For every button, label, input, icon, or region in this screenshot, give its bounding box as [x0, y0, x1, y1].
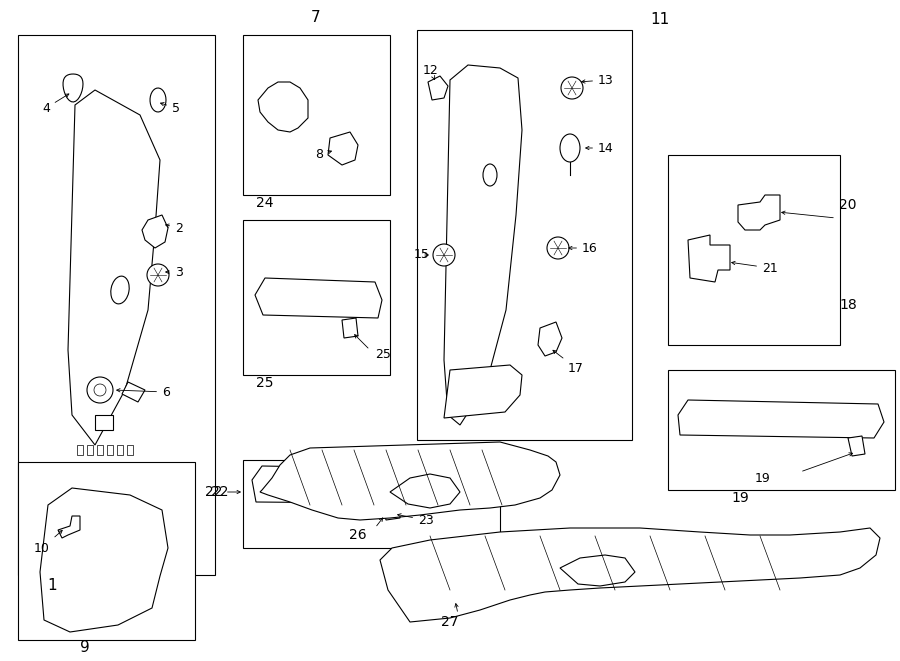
Text: 17: 17: [553, 350, 584, 375]
Polygon shape: [444, 365, 522, 418]
Text: 12: 12: [422, 63, 438, 79]
Text: 11: 11: [651, 13, 670, 28]
Bar: [668, 155, 840, 345]
Polygon shape: [255, 278, 382, 318]
Polygon shape: [382, 502, 400, 520]
Polygon shape: [538, 322, 562, 356]
Bar: [243, 220, 390, 375]
Bar: [243, 35, 390, 195]
Polygon shape: [688, 235, 730, 282]
Polygon shape: [444, 65, 522, 425]
Circle shape: [94, 384, 106, 396]
Bar: [95, 415, 113, 430]
Text: 4: 4: [42, 94, 68, 114]
Polygon shape: [252, 466, 492, 504]
Polygon shape: [260, 442, 560, 520]
Text: 19: 19: [754, 471, 770, 485]
Ellipse shape: [111, 276, 130, 304]
Text: 20: 20: [839, 198, 857, 212]
Polygon shape: [848, 436, 865, 456]
Text: 21: 21: [732, 261, 778, 274]
Circle shape: [561, 77, 583, 99]
Text: 9: 9: [80, 641, 90, 656]
Text: 7: 7: [311, 11, 320, 26]
Circle shape: [547, 237, 569, 259]
Text: 13: 13: [581, 73, 614, 87]
Text: 18: 18: [839, 298, 857, 312]
Polygon shape: [380, 528, 880, 622]
Polygon shape: [58, 516, 80, 538]
Bar: [77, 445, 83, 455]
Polygon shape: [328, 132, 358, 165]
Bar: [243, 460, 500, 548]
Text: 15: 15: [414, 249, 430, 262]
Text: 1: 1: [47, 578, 57, 592]
Polygon shape: [63, 74, 83, 102]
Polygon shape: [258, 82, 308, 132]
Text: 3: 3: [166, 266, 183, 278]
Ellipse shape: [483, 164, 497, 186]
Text: 24: 24: [256, 196, 274, 210]
Text: 27: 27: [441, 615, 459, 629]
Polygon shape: [560, 555, 635, 586]
Bar: [127, 445, 133, 455]
Text: 16: 16: [569, 241, 598, 254]
Text: 26: 26: [349, 528, 367, 542]
Bar: [417, 30, 632, 440]
Polygon shape: [122, 382, 145, 402]
Bar: [87, 445, 93, 455]
Polygon shape: [342, 318, 358, 338]
Text: 25: 25: [375, 348, 391, 362]
Circle shape: [433, 244, 455, 266]
Polygon shape: [40, 488, 168, 632]
Bar: [107, 445, 113, 455]
Polygon shape: [68, 90, 160, 445]
Text: 23: 23: [398, 514, 434, 527]
Circle shape: [147, 264, 169, 286]
Polygon shape: [738, 195, 780, 230]
Bar: [668, 370, 895, 490]
Text: 10: 10: [34, 530, 62, 555]
Bar: [117, 445, 123, 455]
Polygon shape: [142, 215, 168, 248]
Text: 5: 5: [160, 102, 180, 114]
Circle shape: [87, 377, 113, 403]
Bar: [18, 462, 195, 640]
Polygon shape: [150, 88, 166, 112]
Text: 22: 22: [204, 485, 240, 499]
Polygon shape: [678, 400, 884, 438]
Ellipse shape: [560, 134, 580, 162]
Polygon shape: [428, 76, 448, 100]
Text: 8: 8: [315, 149, 331, 161]
Text: 14: 14: [586, 141, 614, 155]
Text: 2: 2: [166, 221, 183, 235]
Text: 19: 19: [731, 491, 749, 505]
Bar: [18, 35, 215, 575]
Polygon shape: [390, 474, 460, 508]
Text: 25: 25: [256, 376, 274, 390]
Text: 6: 6: [117, 385, 170, 399]
Bar: [97, 445, 103, 455]
Text: 22: 22: [211, 485, 228, 499]
